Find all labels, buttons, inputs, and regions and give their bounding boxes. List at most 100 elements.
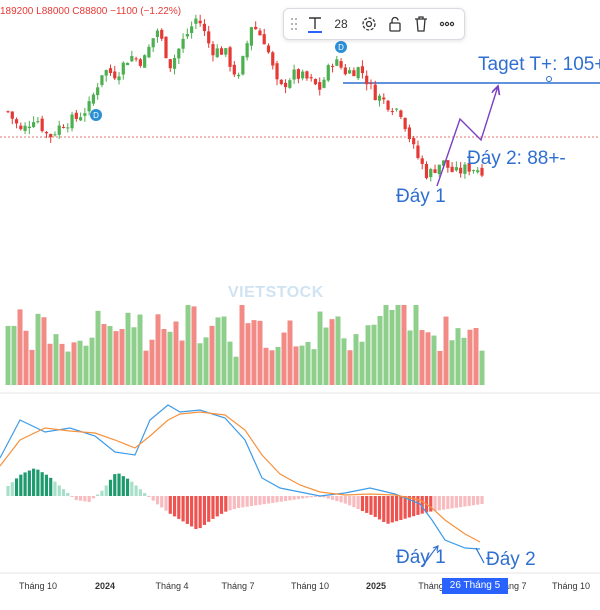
candle — [147, 46, 151, 58]
macd-histogram-bar — [70, 496, 74, 497]
candle — [155, 30, 160, 37]
macd-histogram-bar — [365, 496, 369, 513]
macd-histogram-bar — [181, 496, 185, 522]
macd-histogram-bar — [130, 481, 134, 496]
volume-bar — [227, 341, 233, 385]
crosshair-date-badge: 26 Tháng 5 '25 — [442, 578, 508, 607]
candle — [283, 82, 288, 88]
macd-histogram-bar — [433, 496, 437, 511]
volume-bar — [407, 330, 413, 385]
candle — [365, 75, 369, 85]
macd-histogram-bar — [467, 496, 471, 506]
volume-bar — [17, 309, 23, 385]
macd-histogram-bar — [360, 496, 365, 512]
candle — [151, 38, 155, 48]
macd-histogram-bar — [147, 496, 151, 497]
candle — [241, 56, 245, 75]
candle — [356, 67, 360, 79]
macd-histogram-bar — [373, 496, 377, 517]
candle — [450, 166, 454, 172]
volume-bar — [131, 327, 137, 385]
candle — [313, 78, 318, 85]
candle — [446, 160, 450, 168]
volume-bar — [305, 341, 311, 385]
macd-histogram-bar — [40, 472, 44, 496]
macd-histogram-bar — [125, 478, 130, 496]
macd-histogram-bar — [108, 479, 113, 496]
drag-handle-icon[interactable] — [287, 13, 301, 35]
bottom2-label[interactable]: Đáy 2: 88+- — [467, 148, 566, 169]
candle — [215, 48, 219, 58]
macd-histogram-bar — [134, 485, 138, 496]
macd-bottom2-label[interactable]: Đáy 2 — [486, 549, 536, 570]
macd-histogram-bar — [262, 496, 266, 505]
unlock-icon[interactable] — [384, 13, 406, 35]
candle — [322, 79, 326, 88]
volume-bar — [119, 328, 125, 385]
candle — [78, 117, 83, 121]
volume-bar — [53, 334, 59, 385]
candle — [326, 65, 330, 81]
volume-bar — [137, 314, 143, 385]
candle — [40, 118, 44, 132]
macd-histogram-bar — [480, 496, 484, 504]
macd-histogram-bar — [249, 496, 254, 507]
volume-bar — [47, 343, 53, 385]
candle — [53, 134, 57, 136]
macd-histogram-bar — [271, 496, 275, 503]
volume-bar — [479, 350, 485, 385]
volume-bar — [365, 325, 371, 385]
volume-bar — [155, 314, 161, 385]
macd-histogram-bar — [463, 496, 467, 507]
x-tick-label: Tháng 10 — [552, 581, 590, 591]
macd-histogram-bar — [27, 470, 31, 496]
macd-histogram-bar — [74, 496, 78, 501]
dividend-marker-icon: D — [90, 109, 102, 121]
candle — [480, 167, 484, 176]
volume-bar — [461, 337, 467, 385]
text-tool-icon[interactable] — [304, 13, 326, 35]
volume-bar — [473, 328, 479, 385]
dividend-marker-icon: D — [335, 41, 347, 53]
macd-histogram-bar — [437, 496, 441, 511]
macd-histogram-bar — [386, 496, 390, 524]
settings-icon[interactable] — [358, 13, 380, 35]
candle — [254, 26, 258, 30]
bottom1-label[interactable]: Đáy 1 — [396, 186, 446, 207]
macd-histogram-bar — [224, 496, 228, 512]
macd-histogram-bar — [459, 496, 463, 508]
trash-icon[interactable] — [410, 13, 432, 35]
candle — [44, 131, 49, 134]
candle — [373, 84, 377, 101]
volume-bar — [323, 327, 329, 385]
macd-histogram-bar — [322, 496, 326, 498]
macd-histogram-bar — [377, 496, 382, 520]
volume-bar — [419, 330, 425, 385]
candles-group — [6, 14, 484, 182]
candle — [275, 63, 279, 80]
candle — [433, 169, 437, 173]
volume-bar — [431, 335, 437, 385]
more-icon[interactable] — [436, 13, 458, 35]
macd-histogram-bar — [450, 496, 454, 509]
target-line-handle — [546, 76, 552, 82]
candle — [23, 125, 27, 131]
volume-bar — [467, 329, 473, 385]
macd-histogram-bar — [194, 496, 198, 529]
candle — [113, 71, 117, 79]
candle — [394, 108, 399, 110]
candle — [164, 36, 168, 59]
candle — [57, 125, 61, 135]
volume-bar — [293, 346, 299, 385]
macd-histogram-bar — [429, 496, 433, 512]
macd-bottom1-label[interactable]: Đáy 1 — [396, 547, 446, 568]
font-size-selector[interactable]: 28 — [334, 17, 348, 31]
macd-histogram-bar — [10, 482, 14, 496]
candle — [108, 68, 113, 73]
volume-bar — [35, 313, 41, 385]
candle — [134, 58, 138, 60]
macd-histogram-bar — [23, 472, 27, 496]
candle — [194, 18, 198, 24]
target-label[interactable]: Taget T+: 105+- — [478, 54, 600, 75]
